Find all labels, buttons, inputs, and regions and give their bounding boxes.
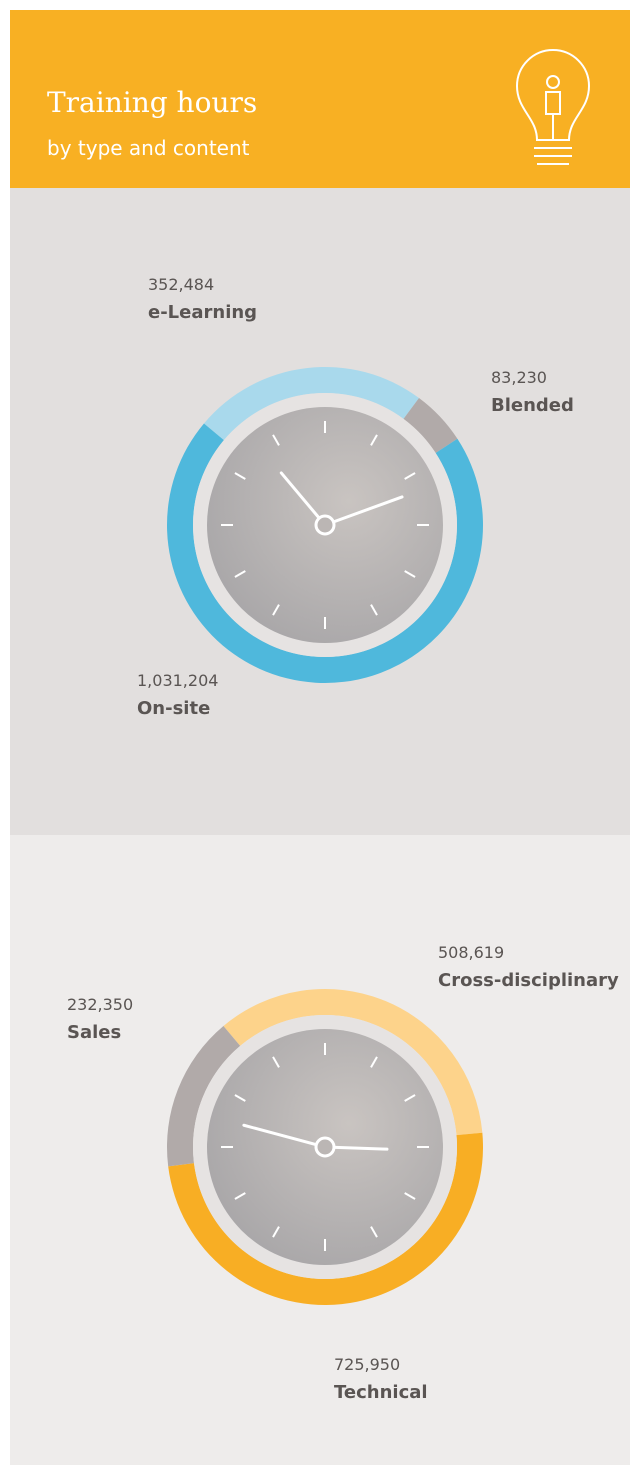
infographic: Training hours by type and content 352,4… <box>0 0 630 1475</box>
category-label: e-Learning <box>148 302 257 323</box>
category-label: Cross-disciplinary <box>438 970 619 991</box>
value-label: 83,230 <box>491 368 547 387</box>
category-label: Blended <box>491 395 574 416</box>
category-label: Technical <box>334 1382 428 1403</box>
value-label: 1,031,204 <box>137 671 218 690</box>
title: Training hours <box>47 86 257 119</box>
value-label: 508,619 <box>438 943 504 962</box>
clock-center <box>316 516 334 534</box>
clock-center <box>316 1138 334 1156</box>
value-label: 232,350 <box>67 995 133 1014</box>
subtitle: by type and content <box>47 136 250 160</box>
category-label: Sales <box>67 1022 121 1043</box>
value-label: 352,484 <box>148 275 214 294</box>
category-label: On-site <box>137 698 210 719</box>
page: {"header": {"title": "Training hours", "… <box>0 0 630 1475</box>
value-label: 725,950 <box>334 1355 400 1374</box>
